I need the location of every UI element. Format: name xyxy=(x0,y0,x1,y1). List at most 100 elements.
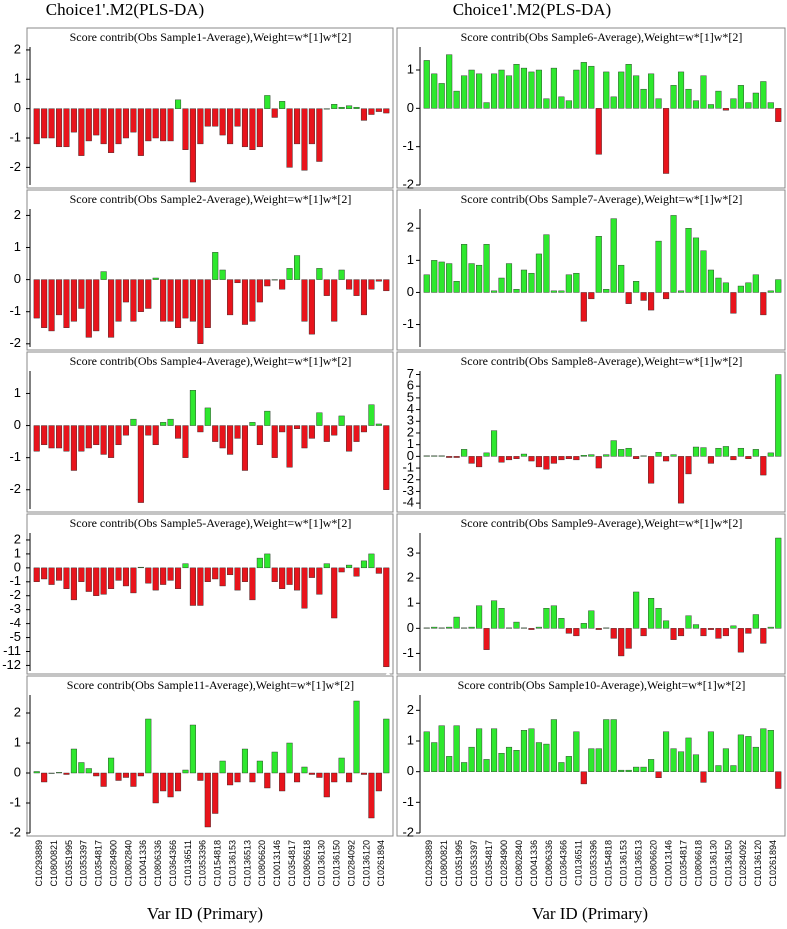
bar xyxy=(115,425,122,446)
bar xyxy=(182,279,189,319)
bar xyxy=(767,626,774,629)
bar xyxy=(189,279,196,322)
bar xyxy=(56,279,63,316)
bar xyxy=(752,746,759,772)
bar xyxy=(48,567,55,585)
bar xyxy=(108,425,115,458)
bar xyxy=(752,449,759,457)
bar xyxy=(685,88,692,109)
bar xyxy=(677,456,685,504)
bar xyxy=(308,772,315,775)
bar xyxy=(271,567,278,582)
x-tick-label: C10354817 xyxy=(678,840,688,887)
bar xyxy=(33,771,40,774)
bar xyxy=(505,456,513,461)
bar xyxy=(670,215,677,293)
bar xyxy=(588,610,595,629)
bar xyxy=(234,108,241,127)
bar xyxy=(431,455,438,457)
panel-title: Score contrib(Obs Sample10-Average),Weig… xyxy=(458,678,746,692)
y-tick-label: -2 xyxy=(402,824,414,839)
y-tick-label: -1 xyxy=(402,316,414,331)
bar xyxy=(633,591,640,629)
bar xyxy=(618,71,625,109)
panel-title: Score contrib(Obs Sample1-Average),Weigh… xyxy=(70,30,352,44)
bar xyxy=(175,279,182,328)
bar xyxy=(438,83,445,109)
x-tick-label: C10806618 xyxy=(302,840,312,887)
x-tick-label: C10136153 xyxy=(227,840,237,887)
bar xyxy=(152,277,159,280)
bar xyxy=(316,412,323,426)
bar xyxy=(63,772,70,775)
bar xyxy=(513,750,520,772)
y-tick-label: 0 xyxy=(407,763,414,778)
bar xyxy=(41,279,48,328)
bar xyxy=(775,374,782,457)
bar xyxy=(294,255,301,280)
bar xyxy=(353,567,360,577)
column-title: Choice1'.M2(PLS-DA) xyxy=(46,0,204,19)
bar xyxy=(543,743,550,772)
bar xyxy=(63,425,70,452)
y-tick-label: 1 xyxy=(407,436,414,451)
x-tick-label: C10136120 xyxy=(361,840,371,887)
bar xyxy=(279,101,286,109)
bar xyxy=(438,725,445,772)
bar xyxy=(610,440,617,457)
bar xyxy=(204,279,211,328)
bar xyxy=(730,98,737,109)
bar xyxy=(100,567,107,595)
y-tick-label: 2 xyxy=(14,704,21,719)
bar xyxy=(603,719,610,772)
bar xyxy=(685,228,692,293)
panel-frame xyxy=(26,513,394,675)
y-tick-label: -2 xyxy=(9,481,21,496)
y-tick-label: 2 xyxy=(14,207,21,222)
x-tick-label: C10136153 xyxy=(619,840,629,887)
y-tick-label: 1 xyxy=(407,252,414,267)
bar xyxy=(368,772,375,819)
bar xyxy=(137,772,144,777)
bar xyxy=(264,772,271,789)
bar xyxy=(573,731,580,772)
bar xyxy=(160,772,167,792)
bar xyxy=(498,608,505,629)
bar xyxy=(535,456,542,468)
bar xyxy=(316,567,323,595)
bar xyxy=(760,292,767,316)
bar xyxy=(294,108,301,145)
bar xyxy=(633,766,640,772)
y-tick-label: 1 xyxy=(407,732,414,747)
bar xyxy=(115,108,122,145)
bar xyxy=(122,425,129,436)
x-axis-label: Var ID (Primary) xyxy=(147,904,263,923)
bar xyxy=(353,106,360,109)
bar xyxy=(483,628,490,650)
x-tick-label: C10364366 xyxy=(559,840,569,887)
bar xyxy=(175,99,182,109)
bar xyxy=(33,567,40,582)
bar xyxy=(692,100,700,109)
bar xyxy=(722,282,729,293)
bar xyxy=(368,279,375,290)
x-tick-label: C10154818 xyxy=(604,840,614,887)
bar xyxy=(100,271,107,280)
bar xyxy=(152,108,159,139)
bar xyxy=(423,60,430,109)
panel-title: Score contrib(Obs Sample6-Average),Weigh… xyxy=(461,30,743,44)
bar xyxy=(483,759,490,772)
x-tick-label: C10261894 xyxy=(768,840,778,887)
bar xyxy=(48,425,55,449)
bar xyxy=(241,279,248,325)
bar xyxy=(610,719,617,772)
bar xyxy=(197,279,204,344)
bar xyxy=(212,772,219,814)
bar xyxy=(737,628,744,653)
x-tick-label: C10806618 xyxy=(693,840,703,887)
x-tick-label: C10802840 xyxy=(123,840,133,887)
bar xyxy=(383,567,390,668)
bar xyxy=(63,108,70,148)
bar xyxy=(308,279,315,335)
bar xyxy=(63,567,70,589)
